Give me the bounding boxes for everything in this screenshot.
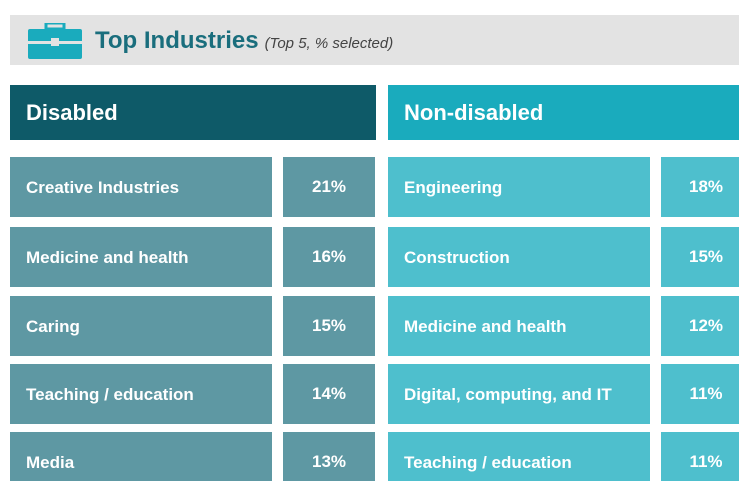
row-label: Medicine and health <box>388 296 650 356</box>
subtitle: (Top 5, % selected) <box>264 35 394 52</box>
row-label: Digital, computing, and IT <box>388 364 650 424</box>
header-bar: Top Industries (Top 5, % selected) <box>10 15 739 65</box>
row-label: Teaching / education <box>388 432 650 481</box>
row-value: 11% <box>661 432 739 481</box>
column-header: Non-disabled <box>388 85 739 140</box>
title: Top Industries (Top 5, % selected) <box>95 27 393 55</box>
briefcase-icon <box>28 23 82 59</box>
row-value: 11% <box>661 364 739 424</box>
row-label: Engineering <box>388 157 650 217</box>
row-value: 16% <box>283 227 375 287</box>
row-label: Teaching / education <box>10 364 272 424</box>
row-value: 18% <box>661 157 739 217</box>
row-label: Medicine and health <box>10 227 272 287</box>
row-value: 15% <box>661 227 739 287</box>
row-value: 13% <box>283 432 375 481</box>
row-value: 12% <box>661 296 739 356</box>
row-value: 15% <box>283 296 375 356</box>
row-value: 21% <box>283 157 375 217</box>
row-label: Caring <box>10 296 272 356</box>
row-value: 14% <box>283 364 375 424</box>
row-label: Creative Industries <box>10 157 272 217</box>
row-label: Construction <box>388 227 650 287</box>
row-label: Media <box>10 432 272 481</box>
column-header: Disabled <box>10 85 376 140</box>
title-text: Top Industries <box>95 27 259 54</box>
